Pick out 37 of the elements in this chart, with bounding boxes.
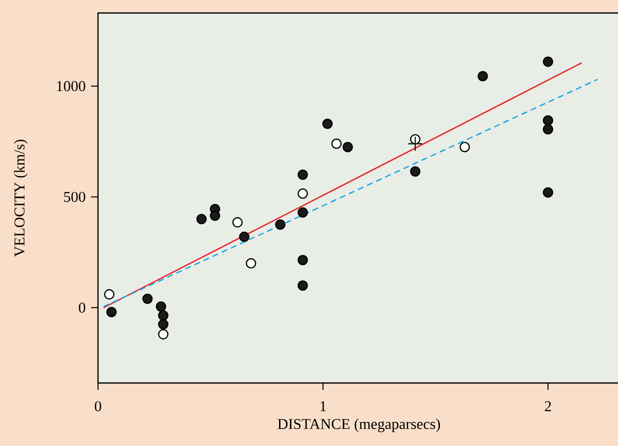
point xyxy=(106,306,117,318)
point xyxy=(298,254,308,266)
point xyxy=(542,187,554,198)
point xyxy=(542,115,554,126)
y-tick-label: 0 xyxy=(78,302,86,313)
x-tick-label: 2 xyxy=(544,401,551,412)
point xyxy=(331,138,342,149)
y-tick-label: 500 xyxy=(64,192,86,202)
point xyxy=(478,70,488,82)
point xyxy=(275,219,286,230)
point xyxy=(408,136,423,152)
point xyxy=(298,280,308,291)
point xyxy=(156,301,166,312)
y-tick-label: 1000 xyxy=(57,81,86,92)
point xyxy=(246,258,256,269)
point xyxy=(239,232,250,242)
point xyxy=(322,118,333,129)
point xyxy=(542,56,554,67)
point xyxy=(142,294,153,304)
y-axis-title: VELOCITY (km/s) xyxy=(14,140,28,257)
point xyxy=(232,217,243,228)
x-tick-label: 1 xyxy=(320,401,326,412)
point xyxy=(158,319,168,330)
point xyxy=(460,142,470,152)
point xyxy=(298,188,308,199)
point xyxy=(158,329,168,340)
point xyxy=(210,210,220,221)
point xyxy=(342,142,353,152)
point xyxy=(104,289,114,300)
x-axis-title: DISTANCE (megaparsecs) xyxy=(278,418,440,432)
point xyxy=(158,310,168,321)
point xyxy=(298,170,308,180)
point xyxy=(410,166,420,177)
point xyxy=(196,214,207,224)
x-tick-label: 0 xyxy=(94,401,102,412)
point xyxy=(298,207,308,218)
point xyxy=(542,124,554,135)
